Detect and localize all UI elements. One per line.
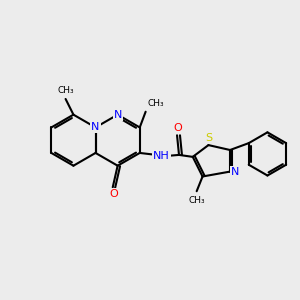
- Text: O: O: [173, 123, 182, 134]
- Text: N: N: [231, 167, 239, 177]
- Text: CH₃: CH₃: [148, 99, 164, 108]
- Text: N: N: [92, 122, 100, 132]
- Text: S: S: [205, 133, 212, 143]
- Text: CH₃: CH₃: [57, 86, 74, 95]
- Text: NH: NH: [153, 151, 170, 161]
- Text: CH₃: CH₃: [188, 196, 205, 205]
- Text: O: O: [109, 189, 118, 199]
- Text: N: N: [113, 110, 122, 120]
